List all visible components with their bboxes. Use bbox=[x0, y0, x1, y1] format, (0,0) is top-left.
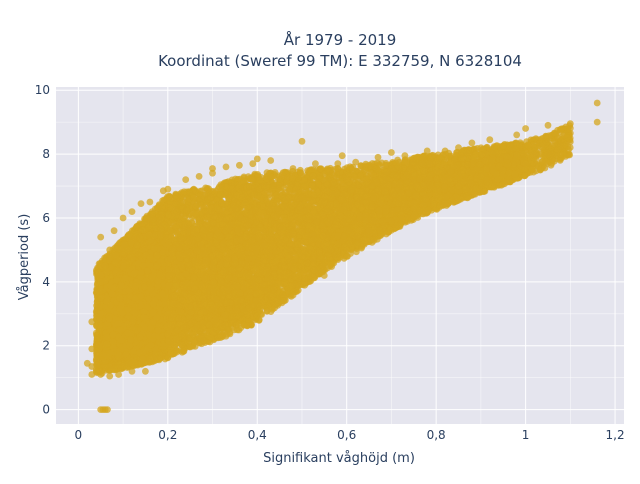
data-point bbox=[146, 224, 153, 231]
data-point bbox=[134, 242, 141, 249]
data-point bbox=[112, 259, 119, 266]
data-point bbox=[139, 355, 146, 362]
data-point bbox=[158, 226, 165, 233]
data-point bbox=[149, 211, 156, 218]
data-point bbox=[133, 223, 140, 230]
data-point bbox=[94, 341, 101, 348]
data-point bbox=[146, 231, 153, 238]
data-point bbox=[156, 355, 163, 362]
data-point bbox=[108, 367, 115, 374]
data-point bbox=[127, 239, 134, 246]
data-point bbox=[112, 252, 119, 259]
data-point bbox=[157, 217, 164, 224]
data-point bbox=[125, 231, 132, 238]
data-point bbox=[136, 234, 143, 241]
data-point bbox=[125, 360, 132, 367]
data-point bbox=[154, 204, 161, 211]
data-point bbox=[121, 241, 128, 248]
data-point bbox=[94, 301, 101, 308]
